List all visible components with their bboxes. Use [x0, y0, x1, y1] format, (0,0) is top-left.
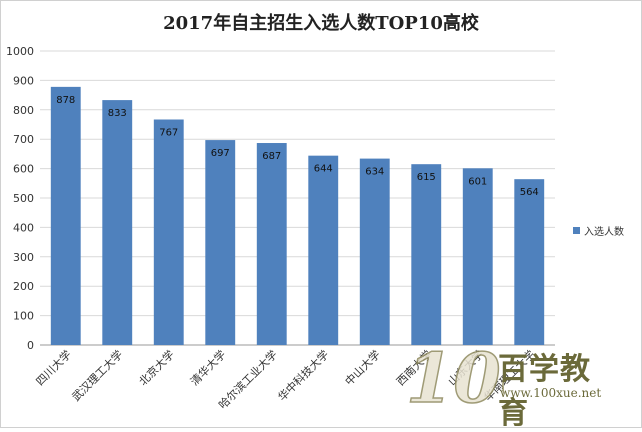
bar: [153, 119, 184, 345]
bar-value-label: 687: [262, 151, 281, 162]
bar: [308, 155, 339, 345]
x-category-label: 武汉理工大学: [69, 347, 126, 404]
watermark-logo: 100: [405, 338, 504, 416]
y-tick-label: 200: [13, 280, 34, 293]
bar: [514, 179, 545, 345]
bar: [50, 86, 81, 346]
watermark-brand: 百学教育: [498, 352, 591, 431]
watermark: 100 百学教育 www.100xue.net: [404, 336, 604, 431]
x-category-label: 华中科技大学: [275, 347, 332, 404]
bars: [50, 86, 545, 346]
legend-swatch: [573, 227, 580, 234]
legend: 入选人数: [573, 223, 624, 238]
svg-text:100: 100: [406, 339, 504, 416]
bar-value-label: 634: [365, 167, 384, 178]
y-tick-label: 800: [13, 104, 34, 117]
x-category-label: 北京大学: [136, 347, 177, 388]
y-tick-label: 0: [27, 339, 34, 352]
y-tick-label: 300: [13, 251, 34, 264]
legend-label: 入选人数: [584, 227, 624, 238]
y-tick-label: 1000: [6, 45, 34, 58]
x-category-label: 清华大学: [187, 347, 228, 388]
y-tick-label: 900: [13, 74, 34, 87]
x-category-label: 四川大学: [33, 347, 74, 388]
chart-title: 2017年自主招生入选人数TOP10高校: [163, 13, 479, 34]
bar-value-label: 601: [468, 176, 487, 187]
bar: [102, 100, 133, 346]
y-tick-label: 500: [13, 192, 34, 205]
y-tick-label: 700: [13, 133, 34, 146]
bar-value-label: 615: [417, 172, 436, 183]
bar-value-label: 767: [159, 128, 178, 139]
bar: [359, 158, 390, 345]
bar-value-label: 564: [520, 187, 539, 198]
bar: [256, 143, 287, 345]
bar: [462, 168, 493, 345]
bar-value-label: 697: [211, 148, 230, 159]
x-category-label: 中山大学: [342, 347, 383, 388]
bar-value-label: 644: [314, 164, 333, 175]
bar: [205, 140, 236, 345]
watermark-url: www.100xue.net: [500, 386, 602, 400]
y-tick-label: 400: [13, 221, 34, 234]
bar: [411, 164, 442, 345]
bar-value-label: 878: [56, 95, 75, 106]
y-tick-label: 100: [13, 310, 34, 323]
bar-value-label: 833: [108, 108, 127, 119]
bar-value-labels: 878 833 767 697 687 644 634 615 601 564: [56, 95, 539, 198]
y-axis-ticks: 0 100 200 300 400 500 600 700 800 900 1000: [6, 45, 34, 352]
y-tick-label: 600: [13, 163, 34, 176]
